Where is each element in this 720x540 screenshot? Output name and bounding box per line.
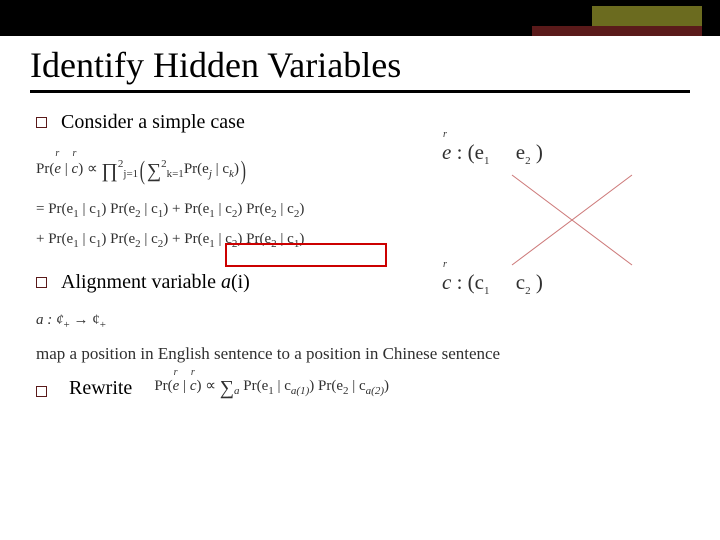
t: | c — [141, 231, 158, 247]
bullet-box-icon — [36, 386, 47, 397]
vec-c: c — [72, 155, 79, 184]
top-bar — [0, 0, 720, 36]
t: + — [100, 319, 106, 331]
t: | c — [79, 231, 96, 247]
t: + Pr(e — [168, 231, 209, 247]
t: | c — [349, 378, 366, 394]
bullet-3: Rewrite Pr(e | c) ∝ ∑a Pr(e1 | ca(1)) Pr… — [36, 376, 690, 400]
formula-rewrite: Pr(e | c) ∝ ∑a Pr(e1 | ca(1)) Pr(e2 | ca… — [154, 376, 389, 400]
t: ) Pr(e — [101, 231, 135, 247]
t: Pr(e — [240, 378, 269, 394]
bullet-2-text: Alignment variable a(i) — [61, 271, 250, 294]
prod-sym: ∏ — [101, 160, 117, 182]
eq-e: e : (e1 e2 ) — [442, 140, 543, 167]
accent-maroon — [532, 26, 702, 36]
t: ) — [299, 201, 304, 217]
t: + Pr(e — [168, 201, 209, 217]
t: | c — [277, 201, 294, 217]
vec-e: e — [54, 155, 61, 184]
t: | — [179, 378, 190, 394]
t: a : ¢ — [36, 312, 64, 328]
eq-c: c : (c1 c2 ) — [442, 270, 543, 297]
bullet-3-text: Rewrite — [69, 377, 132, 400]
bullet-box-icon — [36, 277, 47, 288]
vec-e: e — [442, 140, 451, 165]
t: a(2) — [366, 385, 384, 397]
t: j=1 — [123, 168, 138, 180]
t: ) Pr(e — [237, 201, 271, 217]
t: e — [489, 140, 525, 164]
t: ) — [384, 378, 389, 394]
t: Alignment variable — [61, 271, 221, 293]
t: | c — [215, 201, 232, 217]
t: ) — [531, 140, 543, 164]
t: ) — [531, 270, 543, 294]
t: | c — [274, 378, 291, 394]
t: | — [61, 161, 72, 177]
t: a — [221, 271, 231, 293]
sum-sym: ∑ — [220, 377, 234, 399]
t: : (c — [451, 270, 484, 294]
t: | c — [79, 201, 96, 217]
sum-sym: ∑ — [147, 160, 161, 182]
t: (i) — [231, 271, 250, 293]
t: → ¢ — [70, 312, 100, 328]
t: Pr( — [36, 161, 54, 177]
accent-olive — [592, 6, 702, 26]
t: Pr(e — [184, 161, 209, 177]
rp: ) — [241, 146, 246, 195]
slide-title: Identify Hidden Variables — [30, 44, 690, 93]
bullet-1-text: Consider a simple case — [61, 111, 245, 134]
t: ) ∝ — [197, 378, 220, 394]
vec-c: c — [442, 270, 451, 295]
t: ) Pr(e — [101, 201, 135, 217]
map-sentence: map a position in English sentence to a … — [36, 344, 690, 364]
right-diagram: e : (e1 e2 ) c : (c1 c2 ) — [442, 140, 692, 320]
bullet-1: Consider a simple case — [36, 111, 690, 134]
vec-e: e — [173, 378, 180, 395]
cross-lines — [502, 170, 652, 270]
t: + Pr(e — [36, 231, 73, 247]
t: Pr( — [154, 378, 172, 394]
t: ) — [234, 161, 239, 177]
vec-c: c — [190, 378, 197, 395]
t: = Pr(e — [36, 201, 73, 217]
t: ) Pr(e — [309, 378, 343, 394]
t: ) ∝ — [78, 161, 101, 177]
t: : (e — [451, 140, 484, 164]
bullet-box-icon — [36, 117, 47, 128]
t: | c — [141, 201, 158, 217]
t: a(1) — [291, 385, 309, 397]
lp: ( — [140, 146, 145, 195]
t: c — [489, 270, 525, 294]
t: k=1 — [167, 168, 184, 180]
highlight-box — [225, 243, 387, 267]
t: | c — [212, 161, 229, 177]
